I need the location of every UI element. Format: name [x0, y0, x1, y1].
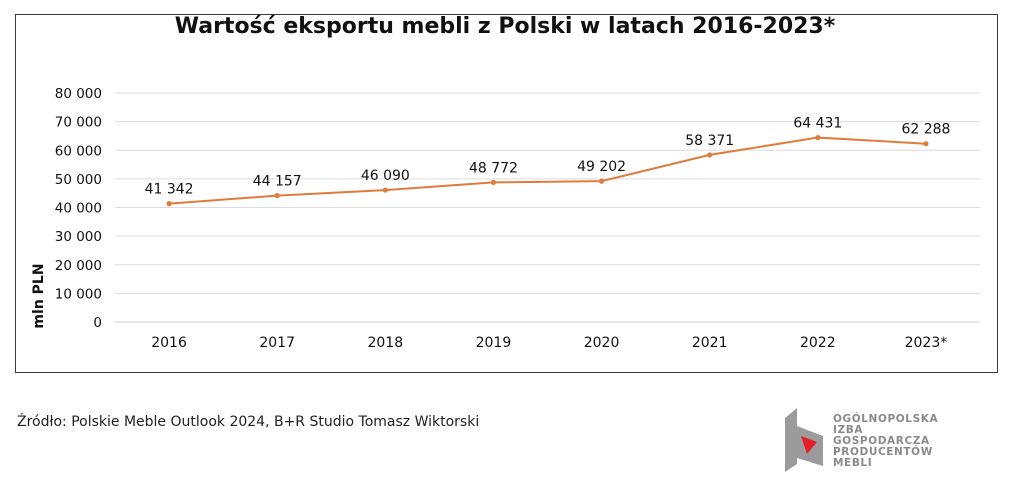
y-tick-label: 30 000: [55, 229, 102, 245]
data-label: 49 202: [577, 159, 626, 175]
data-label: 58 371: [685, 133, 734, 149]
logo-line: OGÓLNOPOLSKA: [833, 413, 939, 425]
y-tick-label: 50 000: [55, 172, 102, 188]
y-axis-label: mln PLN: [31, 263, 47, 328]
x-tick-label: 2016: [151, 335, 187, 351]
x-tick-label: 2019: [476, 335, 512, 351]
data-label: 46 090: [361, 168, 410, 184]
logo: OGÓLNOPOLSKA IZBA GOSPODARCZA PRODUCENTÓ…: [783, 406, 983, 478]
logo-line: MEBLI: [833, 457, 873, 469]
data-point: [166, 201, 172, 207]
data-point: [923, 141, 929, 147]
data-label: 64 431: [793, 116, 842, 132]
data-label: 41 342: [145, 182, 194, 198]
data-label: 62 288: [901, 122, 950, 138]
data-label: 44 157: [253, 174, 302, 190]
y-tick-label: 60 000: [55, 143, 102, 159]
data-label: 48 772: [469, 160, 518, 176]
y-tick-label: 20 000: [55, 258, 102, 274]
logo-line: GOSPODARCZA: [833, 435, 930, 447]
data-point: [598, 178, 605, 184]
y-tick-label: 40 000: [55, 201, 102, 217]
x-tick-label: 2020: [584, 335, 620, 351]
source-note: Źródło: Polskie Meble Outlook 2024, B+R …: [17, 414, 480, 430]
logo-text: OGÓLNOPOLSKA IZBA GOSPODARCZA PRODUCENTÓ…: [833, 414, 938, 469]
logo-line: PRODUCENTÓW: [833, 446, 933, 458]
data-point: [274, 193, 280, 199]
chart-frame: [15, 14, 998, 373]
y-tick-label: 0: [93, 315, 102, 331]
y-tick-label: 80 000: [55, 86, 102, 102]
x-tick-label: 2017: [259, 335, 295, 351]
y-tick-label: 70 000: [55, 115, 102, 131]
chart-title: Wartość eksportu mebli z Polski w latach…: [174, 14, 836, 39]
data-point: [382, 187, 388, 193]
x-tick-label: 2018: [367, 335, 403, 351]
x-tick-label: 2022: [800, 335, 836, 351]
logo-line: IZBA: [833, 424, 864, 436]
series-line: [168, 136, 926, 205]
data-point: [707, 152, 713, 158]
data-point: [490, 179, 497, 185]
y-tick-label: 10 000: [55, 286, 102, 302]
data-point: [815, 134, 821, 141]
x-tick-label: 2021: [692, 335, 728, 351]
logo-mark-icon: [785, 408, 823, 472]
x-tick-label: 2023*: [905, 335, 948, 351]
